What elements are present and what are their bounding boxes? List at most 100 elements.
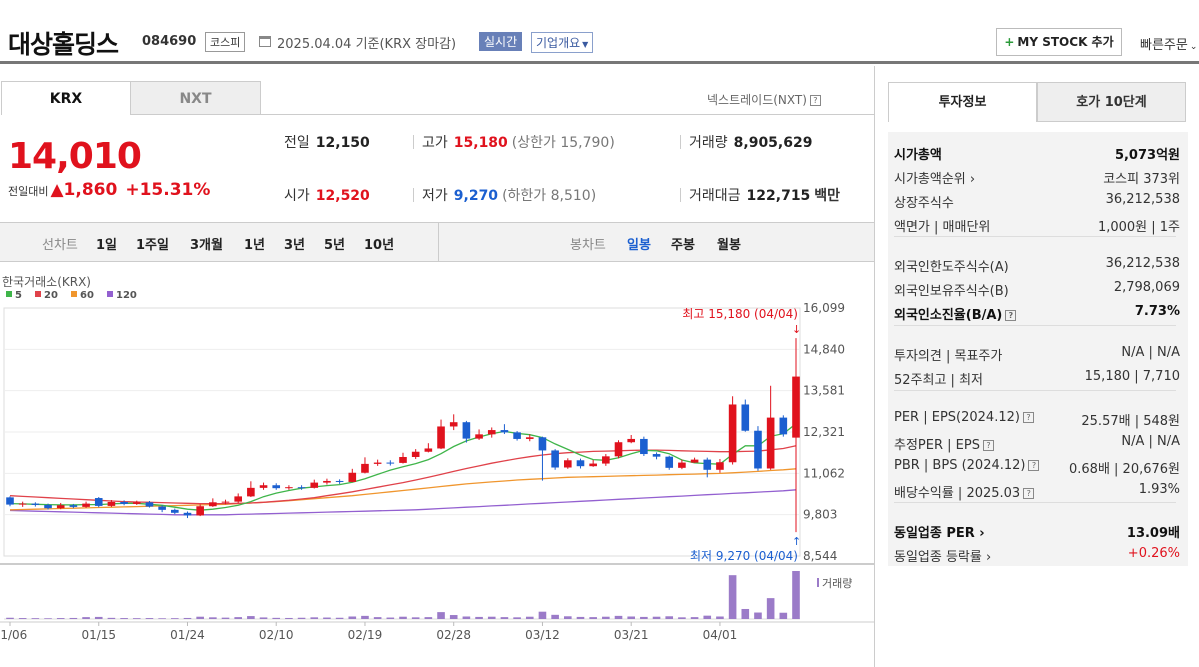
tab-orderbook-10[interactable]: 호가 10단계 <box>1037 82 1186 122</box>
candle-body <box>247 487 255 497</box>
volume-bar <box>69 617 78 619</box>
candle-body <box>348 472 357 482</box>
candle-body <box>272 485 281 489</box>
candle-body <box>82 503 90 507</box>
info-row-label: 동일업종 PER › <box>894 526 985 541</box>
base-date: 2025.04.04 기준(KRX 장마감) <box>277 37 457 52</box>
candle-body <box>323 480 331 483</box>
candle-body <box>437 426 445 449</box>
info-row: 52주최고 | 최저 15,180 | 7,710 <box>894 369 1180 388</box>
candle-body <box>196 506 204 516</box>
candle-body <box>792 376 800 438</box>
tab-krx[interactable]: KRX <box>1 81 131 115</box>
help-icon[interactable]: ? <box>982 440 994 451</box>
candle-body <box>551 450 559 468</box>
volume-bar <box>690 617 699 619</box>
candle-body <box>589 463 597 467</box>
volume-bar <box>272 617 281 619</box>
volume-bar <box>56 618 65 619</box>
legend-label-20: 20 <box>44 290 58 301</box>
candle-body <box>18 503 27 505</box>
company-info-dropdown[interactable]: 기업개요 ▼ <box>531 32 594 53</box>
candle-body <box>779 417 788 435</box>
tab-nxt[interactable]: NXT <box>130 81 261 115</box>
candle-body <box>576 460 585 467</box>
candle-body <box>145 502 154 507</box>
investment-info-table: 시가총액 5,073억원 시가총액순위 › 코스피 373위 상장주식수 36,212,5… <box>888 132 1188 566</box>
candle-body <box>297 487 306 489</box>
volume-bar <box>564 616 572 619</box>
info-row-value: +0.26% <box>1127 546 1180 561</box>
help-icon[interactable]: ? <box>1023 488 1035 499</box>
chevron-down-icon: ⌄ <box>1189 42 1198 52</box>
info-row-label: 외국인보유주식수(B) <box>894 284 1009 299</box>
period-3y[interactable]: 3년 <box>284 238 306 253</box>
period-1y[interactable]: 1년 <box>244 238 266 253</box>
info-row[interactable]: 동일업종 PER › 13.09배 <box>894 522 1180 541</box>
volume-bar <box>754 612 762 619</box>
divider <box>680 135 681 149</box>
realtime-button[interactable]: 실시간 <box>479 32 523 51</box>
info-row-value: 25.57배 | 548원 <box>1081 414 1180 429</box>
period-monthly[interactable]: 월봉 <box>717 238 741 253</box>
candle-chart-label: 봉차트 <box>570 238 606 253</box>
volume-bar <box>437 612 445 619</box>
help-icon[interactable]: ? <box>1028 460 1040 471</box>
volume-bar <box>82 617 90 619</box>
candle-body <box>754 430 762 469</box>
candle-body <box>6 497 14 505</box>
candle-body <box>31 503 40 505</box>
period-daily[interactable]: 일봉 <box>627 238 651 253</box>
period-weekly[interactable]: 주봉 <box>671 238 695 253</box>
volume-bar <box>487 616 496 619</box>
volume-bar <box>145 618 154 619</box>
candle-body <box>741 404 750 431</box>
help-icon[interactable]: ? <box>1005 310 1017 321</box>
row-divider <box>894 502 1176 503</box>
volume-bar <box>792 571 800 619</box>
help-icon[interactable]: ? <box>1022 412 1034 423</box>
period-1w[interactable]: 1주일 <box>136 238 169 253</box>
info-row-value: 15,180 | 7,710 <box>1084 369 1180 384</box>
period-10y[interactable]: 10년 <box>364 238 395 253</box>
volume-bar <box>728 575 737 619</box>
tab-investment-info[interactable]: 투자정보 <box>888 82 1037 122</box>
arrow-down-icon: ↓ <box>792 323 801 336</box>
nxt-link[interactable]: 넥스트레이드(NXT)? <box>707 91 821 108</box>
period-3m[interactable]: 3개월 <box>190 238 223 253</box>
change-value: ▲1,860 <box>50 180 118 200</box>
period-5y[interactable]: 5년 <box>324 238 346 253</box>
candle-body <box>411 451 420 457</box>
candle-body <box>310 482 319 488</box>
candle-body <box>627 438 635 443</box>
period-1d[interactable]: 1일 <box>96 238 118 253</box>
legend-label-60: 60 <box>80 290 94 301</box>
help-icon[interactable]: ? <box>809 95 821 106</box>
x-tick-label: 03/12 <box>525 628 560 642</box>
quick-order-button[interactable]: 빠른주문 ⌄ <box>1140 34 1197 53</box>
volume-bar <box>627 616 635 619</box>
candle-body <box>335 480 344 482</box>
ma-5-line <box>9 423 797 511</box>
candle-body <box>69 505 78 507</box>
y-tick-label: 13,581 <box>803 384 845 398</box>
volume-bar <box>424 617 433 619</box>
info-row[interactable]: 시가총액순위 › 코스피 373위 <box>894 168 1180 187</box>
divider <box>680 188 681 202</box>
max-price-label: 최고 15,180 (04/04) <box>682 307 798 321</box>
tab-divider <box>261 114 874 115</box>
prev-label: 전일 <box>284 135 310 151</box>
x-tick-label: 01/15 <box>81 628 116 642</box>
x-tick-label: 01/06 <box>0 628 27 642</box>
legend-swatch-60 <box>71 291 77 297</box>
info-row[interactable]: 동일업종 등락률 › +0.26% <box>894 546 1180 565</box>
my-stock-add-button[interactable]: + MY STOCK 추가 <box>996 28 1122 56</box>
open-label: 시가 <box>284 188 310 204</box>
info-row-label: 시가총액 <box>894 148 942 163</box>
volume-bar <box>386 617 395 619</box>
moving-averages <box>9 423 797 516</box>
volume-bars: 거래량 <box>0 563 874 620</box>
stock-code: 084690 <box>142 34 197 49</box>
amount-unit: 백만 <box>814 188 841 204</box>
x-tick-label: 03/21 <box>614 628 649 642</box>
